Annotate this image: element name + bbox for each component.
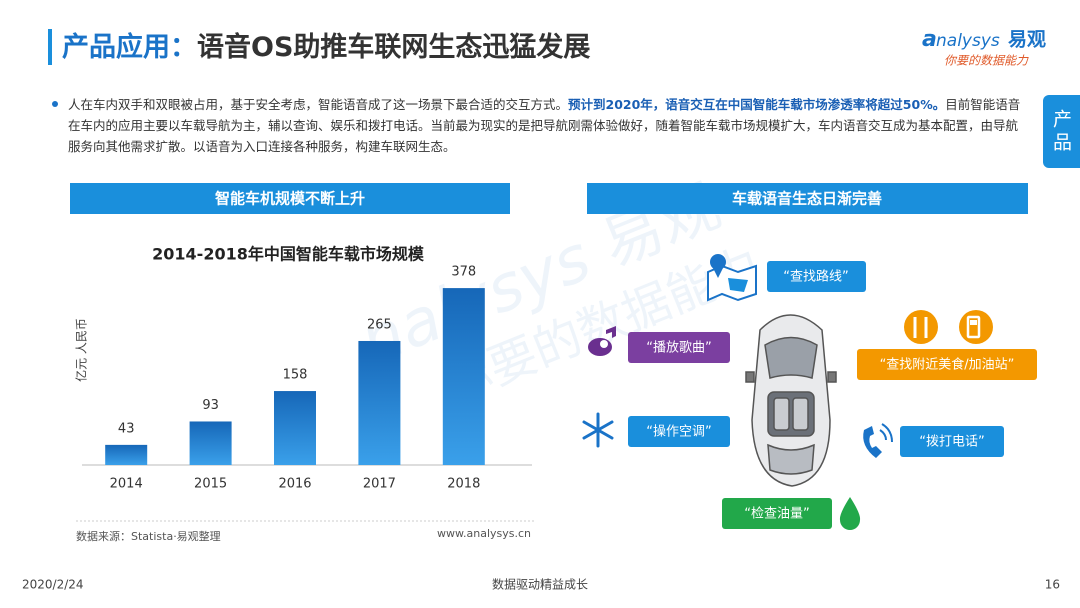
body-text: 人在车内双手和双眼被占用，基于安全考虑，智能语音成了这一场景下最合适的交互方式。…: [68, 94, 1023, 157]
x-tick-label: 2015: [194, 477, 227, 492]
map-icon: [707, 254, 757, 302]
value-label: 93: [202, 398, 219, 413]
value-label: 158: [283, 368, 308, 383]
right-heading-bg: [587, 183, 1028, 214]
car: [745, 314, 837, 487]
node-box: [722, 498, 832, 529]
snowflake-icon: [582, 412, 614, 448]
slide-title: 产品应用：语音OS助推车联网生态迅猛发展: [62, 31, 590, 63]
logo-brand-cn: 易观: [1008, 29, 1046, 51]
x-tick-label: 2014: [110, 477, 143, 492]
bar-chart: 2014 43 2015 93 2016 158 2017 265 2018 378: [105, 265, 485, 492]
website: www.analysys.cn: [437, 527, 531, 540]
x-tick-label: 2016: [278, 477, 311, 492]
node-label: “播放歌曲”: [646, 341, 711, 356]
body-text-highlight: 预计到2020年，语音交互在中国智能车载市场渗透率将超过50%。: [568, 97, 946, 112]
node-box: [767, 261, 866, 292]
node-box: [857, 349, 1037, 380]
left-heading: 智能车机规模不断上升: [215, 190, 365, 208]
node-label: “操作空调”: [646, 424, 711, 440]
bar: [442, 288, 485, 465]
x-tick-label: 2018: [447, 477, 480, 492]
node-label: “查找附近美食/加油站”: [880, 357, 1015, 373]
source: 数据来源：Statista·易观整理: [76, 529, 221, 543]
footer-date: 2020/2/24: [22, 578, 84, 592]
node-label: “查找路线”: [783, 269, 848, 285]
value-label: 378: [451, 265, 476, 280]
body-text-start: 人在车内双手和双眼被占用，基于安全考虑，智能语音成了这一场景下最合适的交互方式。: [68, 97, 569, 112]
bar: [105, 444, 148, 465]
footer-page: 16: [1045, 578, 1060, 592]
music-icon: [588, 326, 616, 356]
body-text-end: 目前智能语音在车内的应用主要以车载导航为主，辅以查询、娱乐和拨打电话。当前最为现…: [68, 97, 1021, 154]
title-prefix: 产品应用：: [62, 31, 197, 63]
node-label: “拨打电话”: [919, 435, 984, 450]
bullet: [52, 101, 58, 107]
side-tab: 产品: [1043, 95, 1080, 168]
right-heading: 车载语音生态日渐完善: [732, 190, 882, 208]
node-box: [628, 416, 730, 447]
drop-icon: [839, 497, 861, 530]
node-box: [628, 332, 730, 363]
phone-icon: [863, 423, 893, 458]
logo-a: a: [922, 27, 937, 52]
food-fuel-icons: [904, 310, 993, 344]
value-label: 43: [118, 421, 135, 436]
bar: [274, 391, 316, 465]
left-heading-bg: [70, 183, 510, 214]
value-label: 265: [367, 317, 392, 332]
y-axis-label: 亿元 人民币: [74, 318, 89, 382]
x-tick-label: 2017: [363, 477, 396, 492]
chart-title: 2014-2018年中国智能车载市场规模: [152, 245, 425, 264]
title-bar: [48, 29, 52, 65]
logo-tagline: 你要的数据能力: [944, 54, 1029, 68]
node-box: [900, 426, 1004, 457]
bar: [189, 421, 232, 465]
title-main: 语音OS助推车联网生态迅猛发展: [197, 31, 590, 63]
node-label: “检查油量”: [744, 507, 809, 522]
logo-brand: nalysys: [936, 31, 1000, 51]
footer-slogan: 数据驱动精益成长: [492, 577, 588, 592]
bar: [358, 340, 401, 465]
